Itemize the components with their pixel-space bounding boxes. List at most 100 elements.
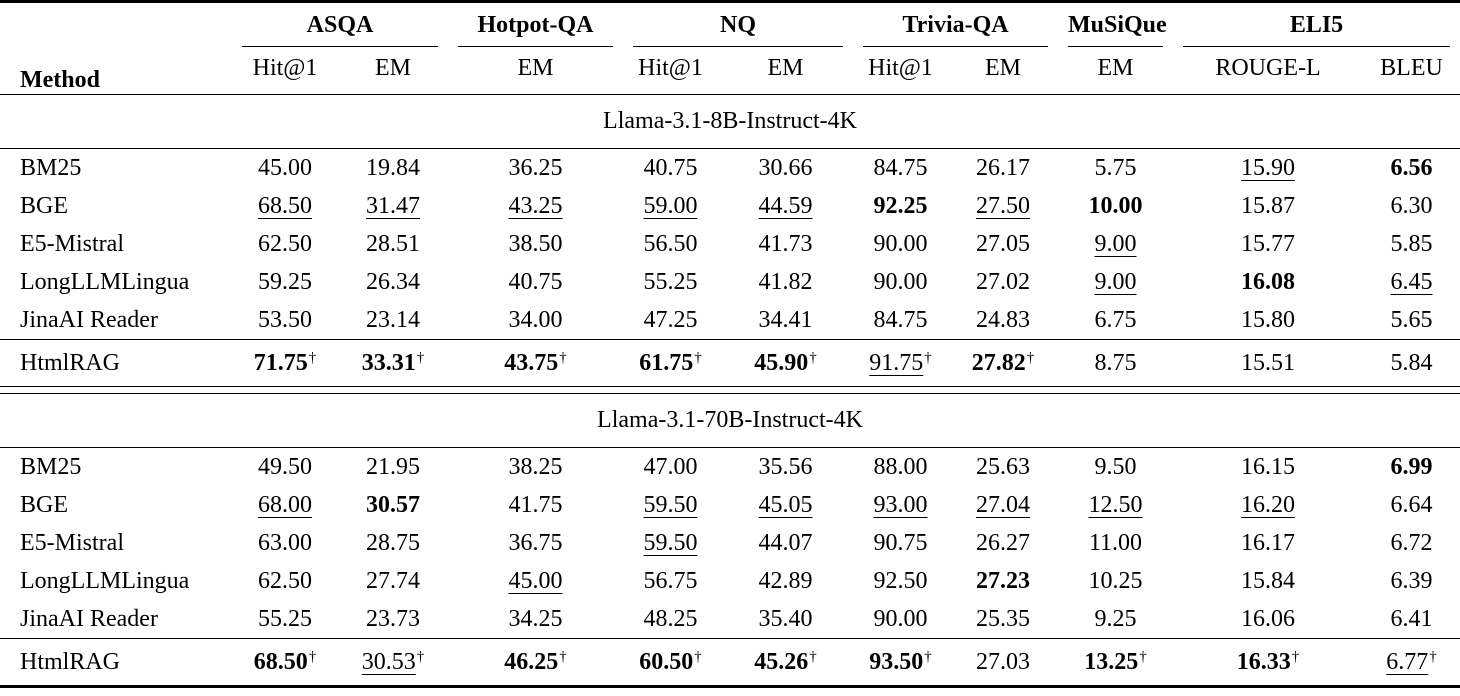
value-cell: 6.75 — [1058, 301, 1173, 340]
table-row: E5-Mistral 62.50 28.51 38.50 56.50 41.73 90.00… — [0, 225, 1460, 263]
metric-value: 23.73 — [366, 605, 420, 632]
value-cell: 68.50† — [232, 638, 338, 688]
metric-value: 45.05 — [758, 491, 813, 518]
section-title: Llama-3.1-70B-Instruct-4K — [0, 393, 1460, 448]
table-row: E5-Mistral 63.00 28.75 36.75 59.50 44.07 90.75… — [0, 524, 1460, 562]
value-cell: 31.47 — [338, 187, 448, 225]
double-rule-spacer-cell — [0, 386, 1460, 394]
value-cell: 49.50 — [232, 448, 338, 487]
metric-value: 84.75 — [873, 306, 928, 333]
metric-column-header-asqa-hit-1: Hit@1 — [232, 47, 338, 95]
metric-value: 93.50 — [869, 648, 924, 675]
table-row: LongLLMLingua 62.50 27.74 45.00 56.75 42.89 92… — [0, 562, 1460, 600]
value-cell: 15.77 — [1173, 225, 1363, 263]
metric-value: 23.14 — [366, 306, 420, 333]
metric-value: 30.66 — [758, 154, 813, 181]
value-cell: 40.75 — [448, 263, 623, 301]
metric-value: 44.07 — [758, 529, 813, 556]
value-cell: 27.05 — [948, 225, 1058, 263]
metric-value: 43.25 — [508, 192, 563, 219]
metric-value: 55.25 — [643, 268, 698, 295]
value-cell: 5.84 — [1363, 339, 1460, 387]
value-cell: 35.56 — [718, 448, 853, 487]
metric-value: 91.75 — [869, 349, 924, 376]
value-cell: 36.75 — [448, 524, 623, 562]
dataset-group-header-eli5: ELI5 — [1173, 2, 1460, 47]
metric-value: 43.75 — [504, 349, 559, 376]
value-cell: 93.50† — [853, 638, 948, 688]
metric-value: 30.53 — [361, 648, 416, 675]
value-cell: 46.25† — [448, 638, 623, 688]
value-cell: 5.75 — [1058, 149, 1173, 188]
metric-column-header-eli5-bleu: BLEU — [1363, 47, 1460, 95]
value-cell: 42.89 — [718, 562, 853, 600]
metric-value: 6.45 — [1390, 268, 1433, 295]
metric-value: 90.00 — [873, 230, 928, 257]
dagger-mark: † — [559, 349, 567, 366]
metric-value: 30.57 — [366, 491, 420, 518]
value-cell: 10.25 — [1058, 562, 1173, 600]
metric-value: 26.34 — [366, 268, 420, 295]
dagger-mark: † — [1026, 349, 1035, 366]
table-body: Llama-3.1-8B-Instruct-4K BM25 45.00 19.84 36… — [0, 94, 1460, 688]
value-cell: 45.00 — [232, 149, 338, 188]
metric-value: 16.17 — [1241, 529, 1295, 556]
value-cell: 12.50 — [1058, 486, 1173, 524]
metric-value: 21.95 — [366, 453, 420, 480]
metric-value: 40.75 — [508, 268, 563, 295]
metric-value: 34.41 — [758, 306, 813, 333]
dataset-group-label: NQ — [633, 10, 843, 47]
value-cell: 6.72 — [1363, 524, 1460, 562]
value-cell: 13.25† — [1058, 638, 1173, 688]
value-cell: 6.45 — [1363, 263, 1460, 301]
metric-value: 6.41 — [1390, 605, 1433, 632]
value-cell: 45.00 — [448, 562, 623, 600]
value-cell: 92.25 — [853, 187, 948, 225]
method-cell: LongLLMLingua — [20, 268, 190, 295]
metric-value: 16.15 — [1241, 453, 1295, 480]
value-cell: 59.50 — [623, 524, 718, 562]
metric-value: 15.84 — [1241, 567, 1295, 594]
value-cell: 6.56 — [1363, 149, 1460, 188]
metric-value: 36.25 — [508, 154, 563, 181]
metric-value: 41.75 — [508, 491, 563, 518]
value-cell: 44.07 — [718, 524, 853, 562]
value-cell: 61.75† — [623, 339, 718, 387]
metric-value: 6.56 — [1390, 154, 1433, 181]
metric-value: 6.99 — [1390, 453, 1433, 480]
metric-value: 15.87 — [1241, 192, 1295, 219]
method-column-header: Method — [0, 1, 232, 95]
value-cell: 15.84 — [1173, 562, 1363, 600]
value-cell: 55.25 — [232, 600, 338, 639]
dataset-group-header-musique: MuSiQue — [1058, 2, 1173, 47]
dagger-mark: † — [809, 648, 817, 665]
dataset-group-header-trivia-qa: Trivia-QA — [853, 2, 1058, 47]
metric-value: 9.00 — [1094, 268, 1137, 295]
value-cell: 9.25 — [1058, 600, 1173, 639]
metric-value: 71.75 — [253, 349, 308, 376]
metric-value: 19.84 — [366, 154, 420, 181]
value-cell: 47.25 — [623, 301, 718, 340]
value-cell: 88.00 — [853, 448, 948, 487]
metric-value: 63.00 — [258, 529, 312, 556]
metric-value: 47.25 — [643, 306, 698, 333]
value-cell: 26.17 — [948, 149, 1058, 188]
value-cell: 47.00 — [623, 448, 718, 487]
value-cell: 30.57 — [338, 486, 448, 524]
value-cell: 9.00 — [1058, 225, 1173, 263]
value-cell: 6.99 — [1363, 448, 1460, 487]
value-cell: 6.39 — [1363, 562, 1460, 600]
metric-value: 92.25 — [873, 192, 928, 219]
value-cell: 41.82 — [718, 263, 853, 301]
value-cell: 90.00 — [853, 600, 948, 639]
table-row: BGE 68.50 31.47 43.25 59.00 44.59 92.25 27.50 10… — [0, 187, 1460, 225]
value-cell: 71.75† — [232, 339, 338, 387]
method-cell: JinaAI Reader — [20, 605, 158, 632]
metric-value: 25.63 — [976, 453, 1030, 480]
metric-value: 16.08 — [1241, 268, 1295, 295]
dagger-mark: † — [924, 349, 932, 366]
metric-value: 45.00 — [508, 567, 563, 594]
value-cell: 27.23 — [948, 562, 1058, 600]
metric-value: 45.90 — [754, 349, 809, 376]
metric-value: 28.75 — [366, 529, 420, 556]
